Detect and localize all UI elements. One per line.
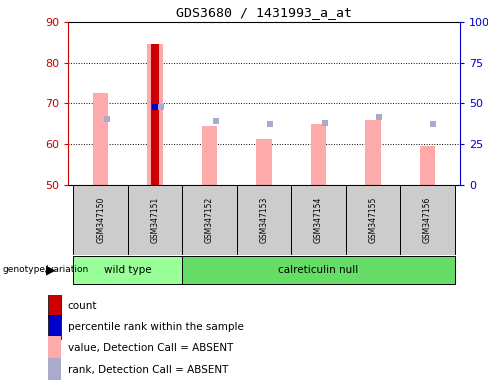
Title: GDS3680 / 1431993_a_at: GDS3680 / 1431993_a_at [176,7,352,20]
Bar [93,93,108,185]
Text: calreticulin null: calreticulin null [278,265,359,275]
Bar [74,256,183,285]
Bar [365,120,381,185]
Text: GSM347151: GSM347151 [151,197,160,243]
Bar [74,185,128,255]
Text: GSM347150: GSM347150 [96,197,105,243]
Bar [256,139,272,185]
Bar [48,358,61,381]
Text: rank, Detection Call = ABSENT: rank, Detection Call = ABSENT [68,364,228,374]
Bar [48,336,61,360]
Bar [183,185,237,255]
Bar [202,126,217,185]
Text: genotype/variation: genotype/variation [2,265,89,275]
Text: value, Detection Call = ABSENT: value, Detection Call = ABSENT [68,343,233,353]
Text: percentile rank within the sample: percentile rank within the sample [68,322,244,332]
Text: count: count [68,301,97,311]
Text: ▶: ▶ [46,263,56,276]
Bar [346,185,400,255]
Bar [48,294,61,318]
Bar [420,146,435,185]
Text: GSM347152: GSM347152 [205,197,214,243]
Bar [183,256,454,285]
Text: GSM347155: GSM347155 [368,197,377,243]
Bar [400,185,454,255]
Text: GSM347153: GSM347153 [260,197,268,243]
Bar [151,45,159,185]
Bar [311,124,326,185]
Bar [147,45,163,185]
Text: GSM347154: GSM347154 [314,197,323,243]
Text: wild type: wild type [104,265,152,275]
Bar [48,315,61,339]
Bar [237,185,291,255]
Bar [128,185,183,255]
Bar [291,185,346,255]
Text: GSM347156: GSM347156 [423,197,432,243]
